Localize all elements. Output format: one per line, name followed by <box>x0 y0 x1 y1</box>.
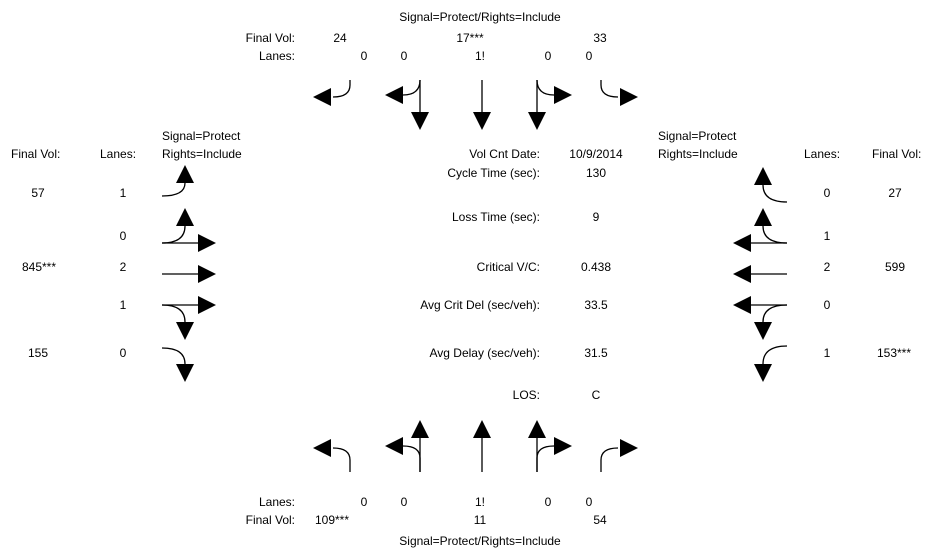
east-signal-label-2: Rights=Include <box>658 147 738 161</box>
loss-time-label: Loss Time (sec): <box>451 210 540 224</box>
east-final-vol-3: 599 <box>884 260 906 274</box>
west-signal-label-2: Rights=Include <box>162 147 242 161</box>
north-final-vol-left: 24 <box>333 31 347 45</box>
los-label: LOS: <box>512 388 540 402</box>
avg-delay-label: Avg Delay (sec/veh): <box>429 346 541 360</box>
south-final-vol-left: 109*** <box>314 513 350 527</box>
west-lanes-label: Lanes: <box>100 147 137 161</box>
cycle-time-value: 130 <box>585 166 607 180</box>
south-signal-label: Signal=Protect/Rights=Include <box>399 534 561 548</box>
north-final-vol-right: 33 <box>593 31 607 45</box>
east-lanes-3: 2 <box>823 260 831 274</box>
critical-vc-value: 0.438 <box>580 260 612 274</box>
north-lanes-2: 0 <box>400 49 408 63</box>
north-final-vol-thru: 17*** <box>456 31 484 45</box>
west-left-turn-arrow <box>161 165 194 197</box>
west-thru-right-arrow <box>161 296 216 340</box>
west-final-vol-5: 155 <box>27 346 49 360</box>
north-thru-arrow <box>473 80 491 130</box>
east-thru-arrow <box>733 265 787 283</box>
west-right-turn-arrow <box>161 347 194 382</box>
east-lanes-5: 1 <box>823 346 831 360</box>
east-lanes-4: 0 <box>823 298 831 312</box>
north-lanes-4: 0 <box>544 49 552 63</box>
west-lanes-3: 2 <box>119 260 127 274</box>
avg-delay-value: 31.5 <box>584 346 608 360</box>
los-value: C <box>591 388 601 402</box>
north-final-vol-label: Final Vol: <box>245 31 295 45</box>
vol-cnt-date-value: 10/9/2014 <box>569 147 623 161</box>
south-lanes-5: 0 <box>585 495 593 509</box>
avg-crit-del-label: Avg Crit Del (sec/veh): <box>420 298 540 312</box>
loss-time-value: 9 <box>592 210 600 224</box>
east-left-turn-arrow <box>754 345 788 382</box>
north-left-turn-arrow <box>313 80 351 106</box>
south-lanes-2: 0 <box>400 495 408 509</box>
north-lanes-5: 0 <box>585 49 593 63</box>
south-lanes-3: 1! <box>474 495 485 509</box>
south-final-vol-label: Final Vol: <box>245 513 295 527</box>
south-thru-right-arrow <box>528 420 572 472</box>
north-thru-right-arrow <box>528 79 572 130</box>
west-lanes-4: 1 <box>119 298 127 312</box>
east-lanes-label: Lanes: <box>804 147 841 161</box>
west-lanes-5: 0 <box>119 346 127 360</box>
south-thru-arrow <box>473 420 491 472</box>
cycle-time-label: Cycle Time (sec): <box>447 166 540 180</box>
east-left-thru-arrow <box>733 296 788 340</box>
critical-vc-label: Critical V/C: <box>476 260 540 274</box>
north-lanes-label: Lanes: <box>258 49 295 63</box>
west-signal-label-1: Signal=Protect <box>162 129 241 143</box>
north-left-thru-arrow <box>385 79 429 130</box>
north-lanes-3: 1! <box>474 49 485 63</box>
west-final-vol-3: 845*** <box>21 260 57 274</box>
east-right-turn-arrow <box>754 167 788 203</box>
west-lanes-2: 0 <box>119 229 127 243</box>
east-signal-label-1: Signal=Protect <box>658 129 737 143</box>
east-lanes-2: 1 <box>823 229 831 243</box>
west-thru-arrow <box>162 265 216 283</box>
west-final-vol-label: Final Vol: <box>11 147 61 161</box>
north-lanes-1: 0 <box>360 49 368 63</box>
south-right-turn-arrow <box>600 439 638 472</box>
north-right-turn-arrow <box>600 80 638 106</box>
east-lanes-1: 0 <box>823 186 831 200</box>
west-left-thru-arrow <box>161 208 216 252</box>
west-lanes-1: 1 <box>119 186 127 200</box>
south-left-turn-arrow <box>313 439 351 472</box>
south-left-thru-arrow <box>385 420 429 472</box>
west-final-vol-1: 57 <box>31 186 45 200</box>
east-final-vol-5: 153*** <box>876 346 912 360</box>
south-final-vol-thru: 11 <box>473 513 487 527</box>
east-final-vol-label: Final Vol: <box>872 147 922 161</box>
south-lanes-4: 0 <box>544 495 552 509</box>
avg-crit-del-value: 33.5 <box>584 298 608 312</box>
north-signal-label: Signal=Protect/Rights=Include <box>399 10 561 24</box>
east-final-vol-1: 27 <box>888 186 902 200</box>
east-thru-right-arrow <box>733 208 788 252</box>
south-lanes-1: 0 <box>360 495 368 509</box>
vol-cnt-date-label: Vol Cnt Date: <box>469 147 540 161</box>
south-final-vol-right: 54 <box>593 513 607 527</box>
south-lanes-label: Lanes: <box>258 495 295 509</box>
